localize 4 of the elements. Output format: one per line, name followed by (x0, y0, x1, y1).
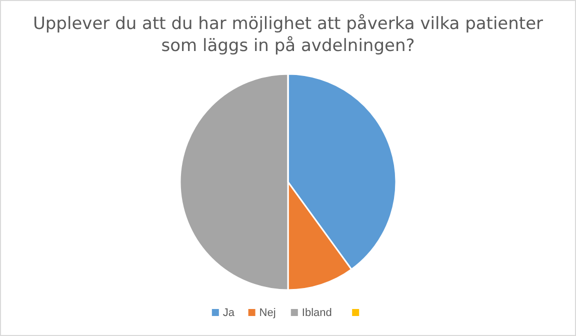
legend-label: Nej (259, 307, 276, 319)
legend-label: Ja (222, 307, 236, 319)
legend-label: Ibland (302, 307, 332, 319)
chart-title: Upplever du att du har möjlighet att påverka vilka patienter som läggs in på avdelningen? (32, 14, 544, 56)
